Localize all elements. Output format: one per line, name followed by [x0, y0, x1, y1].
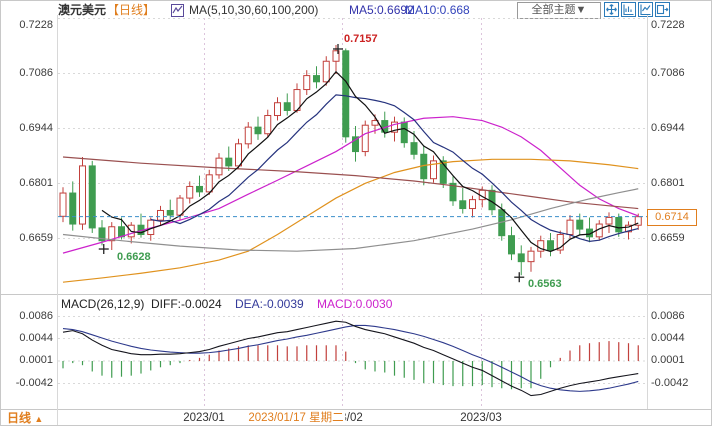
ma-lines-layer	[62, 70, 639, 283]
ma10-value: MA10:0.668	[405, 3, 470, 17]
ma-line-ma10	[150, 94, 639, 242]
period-tag: 【日线】	[107, 3, 156, 17]
price-tick-right: 0.6659	[651, 232, 685, 244]
high-price-annotation: 0.7157	[344, 33, 378, 45]
ma-line-ma100	[62, 156, 639, 210]
ma-line-ma200	[62, 188, 639, 252]
period-selector[interactable]: 日线 ▲	[7, 411, 44, 425]
macd-tick-left: 0.0086	[19, 309, 53, 322]
fit-chart-icon[interactable]	[621, 2, 636, 17]
price-tick-right: 0.6801	[651, 177, 685, 189]
period-label: 日线	[7, 411, 32, 425]
ma5-value: MA5:0.6692	[349, 3, 414, 17]
price-tick-right: 0.7228	[651, 19, 685, 31]
price-tick-left: 0.6944	[19, 122, 53, 134]
macd-hist-value: MACD:0.0030	[317, 297, 393, 311]
time-axis-bar	[1, 410, 711, 425]
ma-line-ma5	[101, 70, 639, 253]
diff-line	[62, 320, 639, 397]
macd-tick-left: 0.0044	[19, 331, 53, 344]
ma-params-label: MA(5,10,30,60,100,200)	[189, 3, 319, 17]
macd-tick-left: -0.0042	[15, 376, 53, 389]
low-price-annotation-dec: 0.6628	[117, 251, 151, 263]
dea-line	[62, 324, 639, 392]
macd-dea-value: DEA:-0.0039	[235, 297, 304, 311]
pane-export-icon[interactable]	[655, 2, 670, 17]
macd-tick-right: 0.0044	[651, 331, 685, 344]
low-price-annotation-mar: 0.6563	[528, 278, 562, 290]
price-tick-left: 0.7086	[19, 67, 53, 79]
macd-diff-value: DIFF:-0.0024	[151, 297, 222, 311]
price-tick-left: 0.6659	[19, 232, 53, 244]
macd-tick-right: 0.0086	[651, 309, 685, 322]
price-tick-right: 0.6944	[651, 122, 685, 134]
symbol-title: 澳元美元	[58, 3, 107, 17]
pan-icon[interactable]	[604, 2, 619, 17]
last-price-badge: 0.6714	[647, 209, 697, 226]
price-tick-left: 0.6801	[19, 177, 53, 189]
macd-lines	[62, 320, 639, 397]
chevron-up-icon: ▲	[34, 414, 44, 424]
price-tick-right: 0.7086	[651, 67, 685, 79]
month-label: 2023/03	[460, 412, 502, 424]
macd-tick-right: 0.0001	[651, 354, 685, 367]
bar-scale-icon[interactable]	[638, 2, 653, 17]
indicator-icon	[171, 4, 184, 22]
month-label: 2023/01	[183, 412, 225, 424]
crosshair-date-label: 2023/01/17 星期二	[246, 412, 346, 425]
macd-tick-right: -0.0042	[651, 376, 689, 389]
price-tick-left: 0.7228	[19, 19, 53, 31]
macd-params-label: MACD(26,12,9)	[61, 297, 145, 311]
ma-line-ma60	[62, 158, 639, 283]
macd-histogram	[62, 341, 639, 390]
candlestick-layer	[59, 44, 642, 276]
macd-tick-left: 0.0001	[19, 354, 53, 367]
